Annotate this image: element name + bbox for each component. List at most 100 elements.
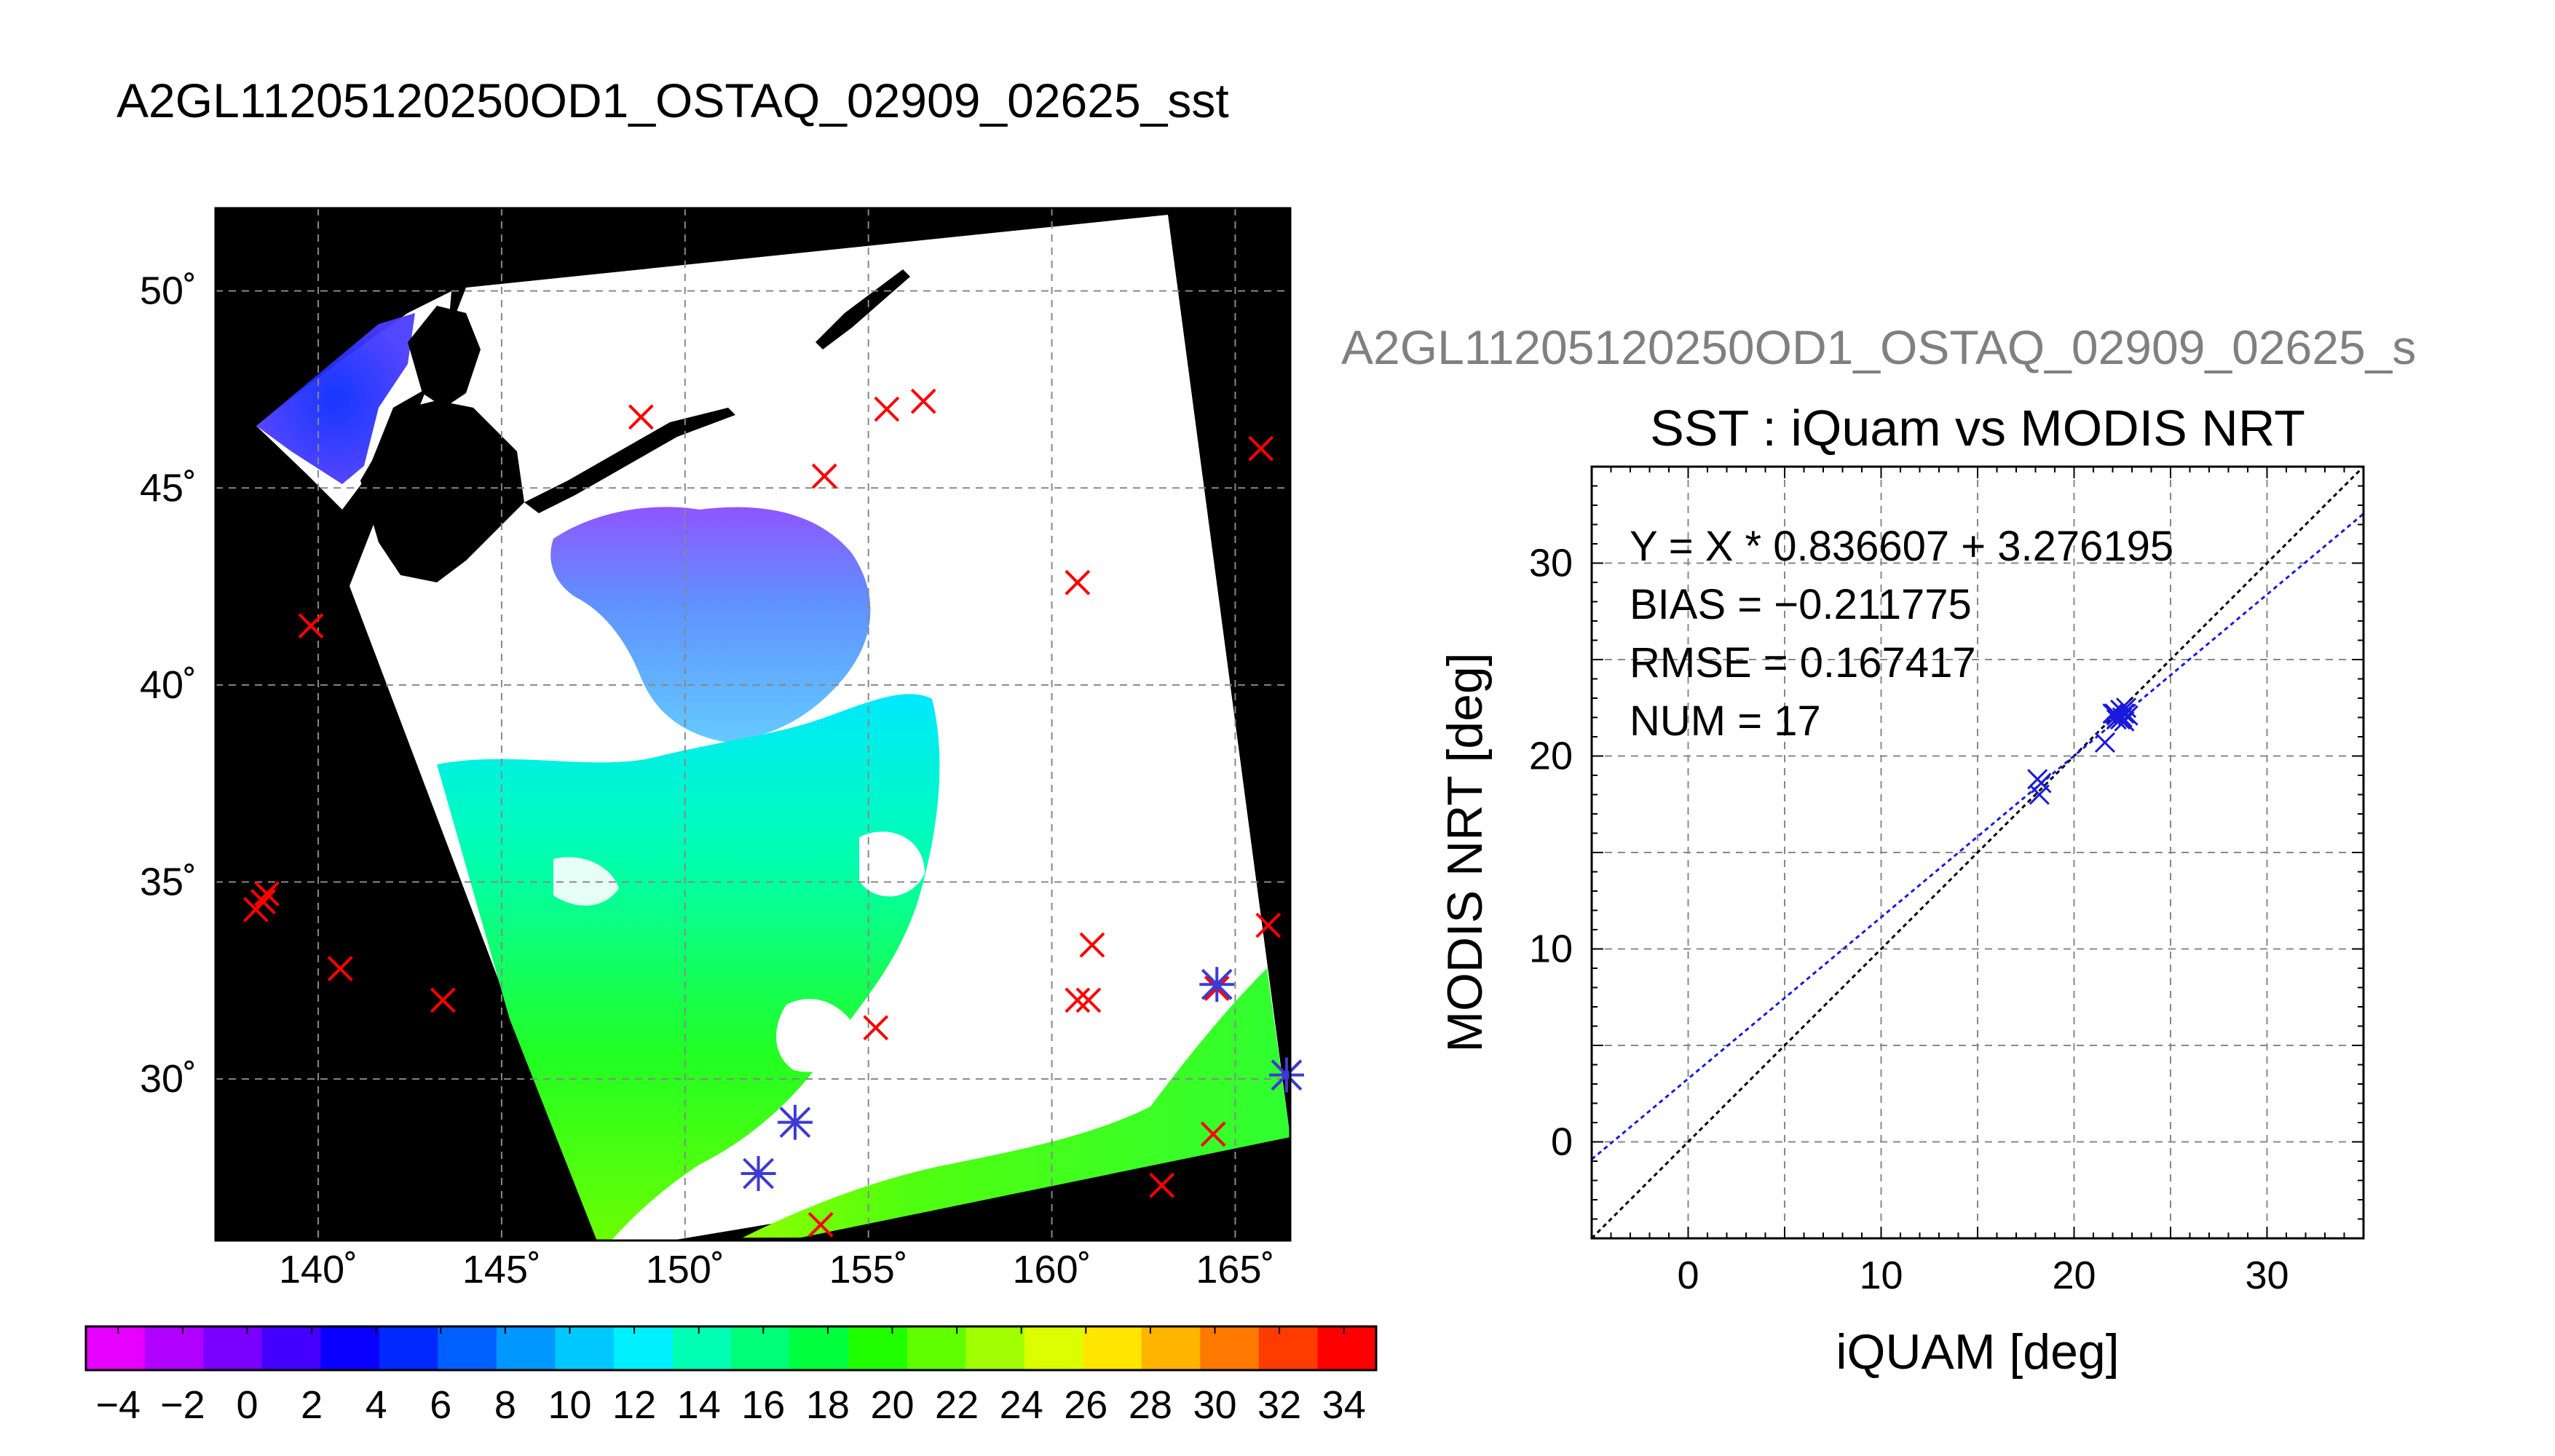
- colorbar-tick-labels: −4 −2 0 2 4 6 8 10 12 14 16 18 20 22 24 26 28 30 32 34: [96, 1326, 1366, 1427]
- scatter-y-tick-label: 30: [1529, 542, 1573, 585]
- map-field: [256, 215, 1290, 1241]
- colorbar-tick-label: 26: [1064, 1383, 1107, 1427]
- map-observations: [242, 388, 1304, 1238]
- map-panel: 140˚ 145˚ 150˚ 155˚ 160˚ 165˚ 30˚ 35˚ 40˚ 45˚ 50˚: [140, 207, 1304, 1291]
- scatter-point: [2094, 732, 2115, 753]
- obs-marker: [250, 889, 276, 914]
- obs-marker: [1079, 932, 1105, 958]
- colorbar-cells: [86, 1326, 1377, 1370]
- map-x-tick-label: 140˚: [279, 1248, 358, 1291]
- scatter-ylabel: MODIS NRT [deg]: [1437, 652, 1493, 1052]
- colorbar-cell: [613, 1326, 673, 1370]
- obs-marker: [1149, 1172, 1175, 1198]
- obs-marker: [1075, 987, 1102, 1013]
- colorbar-tick-label: 30: [1193, 1383, 1236, 1427]
- sst-southeast: [743, 968, 1290, 1238]
- scatter-y-tick-label: 0: [1551, 1120, 1573, 1164]
- colorbar-cell: [1024, 1326, 1083, 1370]
- obs-marker: [1255, 912, 1282, 938]
- obs-marker: [807, 1211, 834, 1238]
- obs-marker: [1065, 987, 1091, 1013]
- scatter-annotation: Y = X * 0.836607 + 3.276195: [1630, 523, 2173, 570]
- land-sakhalin: [408, 306, 481, 408]
- figure-title: A2GL11205120250OD1_OSTAQ_02909_02625_sst: [117, 74, 1229, 127]
- scatter-point: [2114, 703, 2135, 724]
- map-y-tick-label: 50˚: [140, 269, 197, 313]
- scatter-lines: [1590, 465, 2365, 1240]
- colorbar-cell: [672, 1326, 732, 1370]
- scatter-y-tick-label: 20: [1529, 735, 1573, 778]
- colorbar-tick-label: 16: [741, 1383, 785, 1427]
- obs-marker: [1248, 435, 1274, 462]
- land-kuril: [524, 408, 735, 513]
- scatter-annotation: BIAS = −0.211775: [1630, 581, 1972, 628]
- map-y-tick-label: 30˚: [140, 1057, 197, 1101]
- scatter-x-tick-label: 20: [2052, 1254, 2096, 1297]
- colorbar-tick-label: 10: [548, 1383, 591, 1427]
- scatter-annotations: Y = X * 0.836607 + 3.276195 BIAS = −0.211…: [1630, 523, 2173, 745]
- colorbar-cell: [144, 1326, 204, 1370]
- scatter-title: SST : iQuam vs MODIS NRT: [1650, 400, 2305, 456]
- matchup-marker: [1268, 1057, 1304, 1093]
- cloud-gap: [859, 831, 925, 897]
- colorbar-tick-label: 0: [236, 1383, 258, 1427]
- colorbar-tick-label: 24: [1000, 1383, 1043, 1427]
- colorbar-tick-label: 18: [806, 1383, 850, 1427]
- scatter-x-tick-label: 30: [2245, 1254, 2289, 1297]
- colorbar-tick-label: 22: [935, 1383, 979, 1427]
- colorbar-cell: [965, 1326, 1025, 1370]
- colorbar-tick-label: 14: [677, 1383, 721, 1427]
- scatter-y-tick-label: 10: [1529, 927, 1573, 971]
- okhotsk-cold-water: [256, 313, 415, 484]
- colorbar-cell: [1258, 1326, 1318, 1370]
- colorbar-cell: [438, 1326, 497, 1370]
- matchup-marker: [1199, 967, 1235, 1002]
- colorbar-cell: [1141, 1326, 1201, 1370]
- obs-marker: [327, 956, 353, 981]
- scatter-point: [2027, 769, 2048, 790]
- colorbar-cell: [496, 1326, 556, 1370]
- colorbar-tick-label: 8: [494, 1383, 516, 1427]
- colorbar-cell: [555, 1326, 615, 1370]
- land-kuril-north: [816, 269, 910, 349]
- map-x-tick-label: 145˚: [462, 1248, 541, 1291]
- cloud-gap: [776, 999, 859, 1072]
- colorbar-tick-label: −4: [96, 1383, 141, 1427]
- colorbar-tick-label: 6: [430, 1383, 451, 1427]
- map-x-tick-label: 155˚: [829, 1248, 908, 1291]
- matchup-marker: [777, 1104, 813, 1140]
- colorbar-cell: [1317, 1326, 1377, 1370]
- scatter-xlabel: iQUAM [deg]: [1836, 1324, 2119, 1380]
- colorbar-cell: [789, 1326, 849, 1370]
- map-grid: [216, 208, 1290, 1241]
- colorbar: −4 −2 0 2 4 6 8 10 12 14 16 18 20 22 24 26 28 30 32 34: [84, 1325, 1378, 1427]
- colorbar-frame: [84, 1325, 1378, 1372]
- scatter-partial-title: A2GL11205120250OD1_OSTAQ_02909_02625_s: [1341, 320, 2416, 374]
- colorbar-cell: [848, 1326, 908, 1370]
- obs-marker: [254, 881, 280, 907]
- scatter-points: [2027, 697, 2139, 805]
- scatter-panel: A2GL11205120250OD1_OSTAQ_02909_02625_s S…: [1341, 320, 2416, 1380]
- obs-marker: [910, 388, 936, 414]
- map-x-tick-label: 150˚: [646, 1248, 724, 1291]
- obs-marker: [430, 987, 456, 1013]
- scatter-point: [2112, 707, 2133, 728]
- map-y-tick-label: 35˚: [140, 860, 197, 903]
- cold-eddy: [550, 507, 871, 743]
- obs-marker: [298, 613, 324, 639]
- scatter-x-tick-label: 0: [1677, 1254, 1699, 1297]
- colorbar-tick-label: 4: [366, 1383, 387, 1427]
- colorbar-cell: [86, 1326, 146, 1370]
- map-y-tick-label: 45˚: [140, 466, 197, 510]
- colorbar-tick-label: 2: [301, 1383, 323, 1427]
- sst-main: [437, 694, 940, 1241]
- colorbar-tick-label: 34: [1322, 1383, 1366, 1427]
- colorbar-tick-label: 20: [870, 1383, 914, 1427]
- scatter-annotation: RMSE = 0.167417: [1630, 639, 1976, 687]
- obs-marker: [863, 1015, 889, 1041]
- map-x-tick-label: 165˚: [1196, 1248, 1274, 1291]
- map-x-tick-label: 160˚: [1013, 1248, 1091, 1291]
- obs-marker: [811, 463, 837, 489]
- colorbar-tick-label: 28: [1129, 1383, 1172, 1427]
- obs-marker: [1065, 569, 1091, 596]
